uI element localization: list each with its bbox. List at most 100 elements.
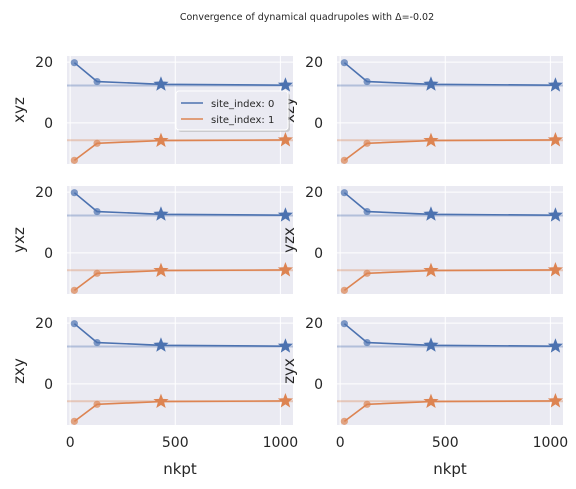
y-tick-label: 20 [305, 316, 323, 332]
data-point [340, 189, 348, 197]
y-tick-label: 20 [35, 185, 53, 201]
subplot-xzy: 020xzy [280, 55, 564, 164]
star-marker [277, 261, 294, 277]
star-marker [423, 132, 439, 148]
data-point [363, 207, 371, 216]
series-site-index-0 [337, 189, 564, 222]
series-site-index-0 [67, 320, 294, 353]
star-marker [547, 261, 564, 277]
series-site-index-0 [67, 59, 294, 92]
series-site-index-1 [337, 261, 564, 294]
data-point [93, 400, 101, 408]
star-marker [423, 262, 439, 278]
data-point [363, 77, 371, 86]
star-marker [153, 132, 169, 148]
y-tick-label: 20 [305, 55, 323, 71]
series-site-index-1 [67, 392, 294, 425]
star-marker [277, 207, 294, 222]
star-marker [277, 338, 294, 353]
y-tick-label: 0 [44, 116, 53, 132]
legend-label-site-1: site_index: 1 [211, 115, 274, 126]
data-point [70, 156, 78, 164]
legend: site_index: 0 site_index: 1 [175, 90, 290, 132]
star-marker [547, 131, 564, 147]
star-marker [153, 76, 169, 91]
data-point [363, 338, 371, 347]
series-line [73, 192, 286, 217]
axes-background [337, 56, 563, 164]
data-point [70, 417, 78, 425]
star-marker [153, 262, 169, 278]
series-line [73, 139, 286, 161]
data-point [340, 417, 348, 425]
x-axis-label: nkpt [433, 460, 467, 478]
series-site-index-1 [337, 392, 564, 425]
subplot-yxz: 0 20 yxz [10, 185, 294, 294]
data-point [93, 207, 101, 216]
series-line [73, 269, 286, 291]
subplot-zyx: 0 20 zyx 0 500 1000 nkpt [280, 316, 568, 478]
y-axis-label: zyx [280, 358, 298, 384]
axes-background [67, 317, 293, 425]
star-marker [547, 207, 564, 222]
subplot-zxy: 0 20 zxy 0 500 1000 nkpt [10, 316, 298, 478]
series-line [73, 323, 286, 348]
star-marker [547, 338, 564, 353]
series-line [73, 400, 286, 422]
y-tick-label: 20 [35, 55, 53, 71]
y-axis-label: yzx [280, 227, 298, 253]
y-tick-label: 0 [314, 377, 323, 393]
series-site-index-0 [337, 59, 564, 92]
series-line [343, 269, 556, 291]
series-site-index-1 [67, 131, 294, 164]
data-point [70, 320, 78, 328]
star-marker [423, 337, 439, 352]
data-point [70, 286, 78, 294]
data-point [363, 139, 371, 147]
data-point [340, 320, 348, 328]
star-marker [547, 77, 564, 92]
y-axis-label: zxy [10, 358, 28, 384]
data-point [93, 77, 101, 86]
star-marker [153, 206, 169, 221]
y-tick-label: 0 [44, 246, 53, 262]
legend-label-site-0: site_index: 0 [211, 99, 274, 110]
x-tick-label: 500 [432, 435, 459, 451]
y-tick-label: 20 [305, 185, 323, 201]
series-line [343, 139, 556, 161]
x-tick-label: 500 [162, 435, 189, 451]
series-site-index-1 [67, 261, 294, 294]
star-marker [153, 393, 169, 409]
legend-box [175, 90, 289, 131]
data-point [93, 338, 101, 347]
star-marker [547, 392, 564, 408]
axes-background [337, 186, 563, 294]
data-point [93, 139, 101, 147]
data-point [340, 156, 348, 164]
y-tick-label: 0 [44, 377, 53, 393]
axes-background [337, 317, 563, 425]
star-marker [277, 77, 294, 92]
star-marker [277, 131, 294, 147]
axes-background [67, 186, 293, 294]
subplot-grid: 020xyz020xzy020yxz020yzx020zxy05001000nk… [10, 55, 568, 478]
data-point [70, 59, 78, 67]
series-line [73, 62, 286, 87]
star-marker [277, 392, 294, 408]
data-point [363, 269, 371, 277]
star-marker [423, 393, 439, 409]
series-line [343, 323, 556, 348]
series-site-index-1 [337, 131, 564, 164]
figure-suptitle: Convergence of dynamical quadrupoles wit… [180, 12, 434, 23]
series-line [343, 192, 556, 217]
y-axis-label: yxz [10, 227, 28, 253]
star-marker [423, 76, 439, 91]
y-tick-label: 0 [314, 116, 323, 132]
x-tick-label: 0 [66, 435, 75, 451]
y-axis-label: xyz [10, 97, 28, 123]
data-point [340, 59, 348, 67]
x-tick-label: 1000 [533, 435, 569, 451]
y-tick-label: 0 [314, 246, 323, 262]
series-site-index-0 [67, 189, 294, 222]
